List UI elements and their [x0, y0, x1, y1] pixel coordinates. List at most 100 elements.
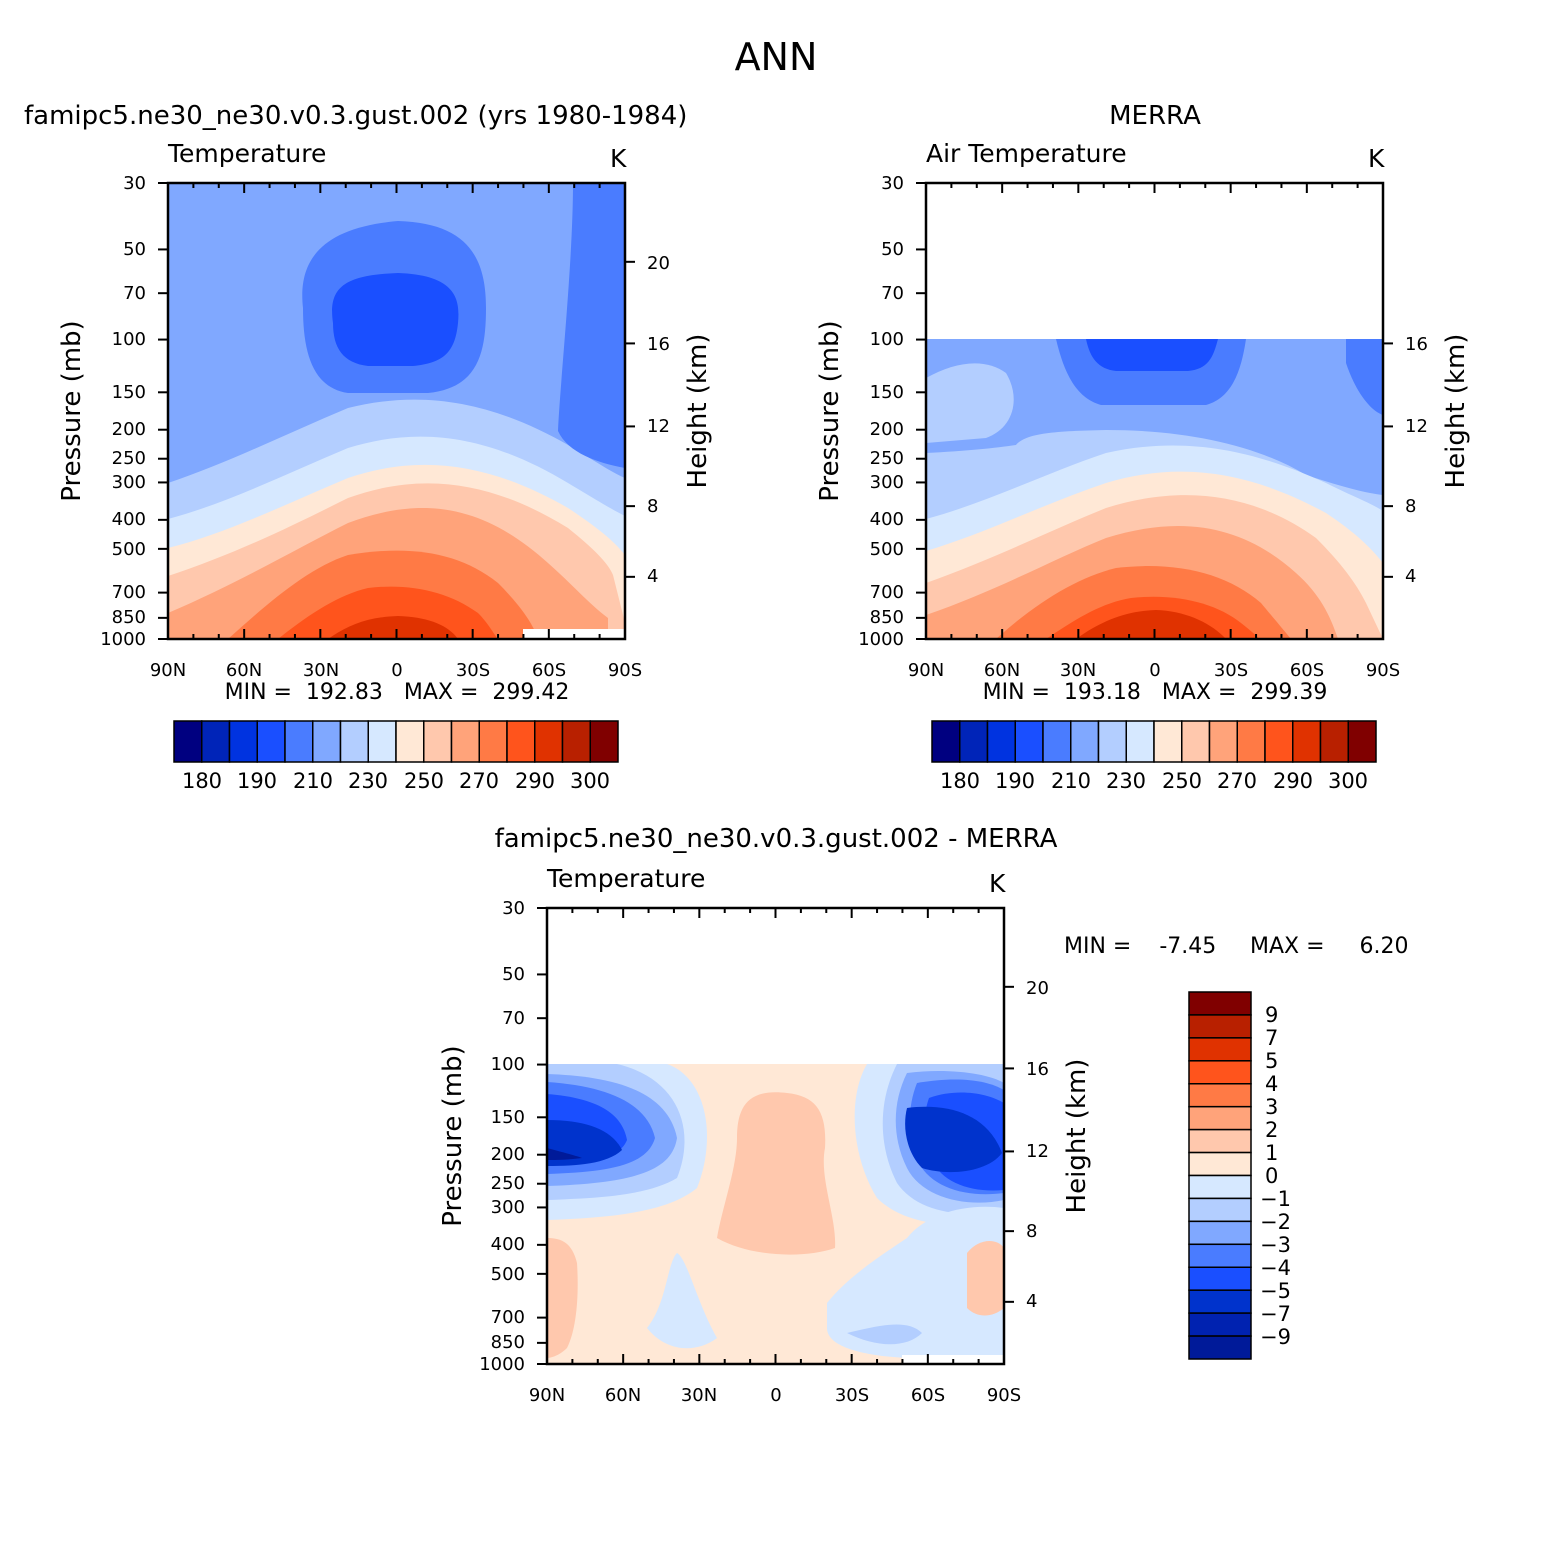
obs-ytick-right-label: 16: [1405, 334, 1428, 355]
diff-xtick-label: 60S: [911, 1385, 945, 1406]
obs-fill-300k: [1076, 610, 1226, 639]
model-fill-cold-core: [332, 273, 459, 366]
model-colorbar-label: 230: [348, 769, 388, 793]
diff-colorbar-label: −2: [1260, 1210, 1291, 1234]
obs-y-axis: 30 50 70 100 150 200 250 300 400 500 700…: [815, 173, 904, 650]
colorbar-swatch: [395, 720, 425, 763]
colorbar-swatch: [1188, 1105, 1252, 1131]
colorbar-swatch: [1347, 720, 1377, 763]
diff-colorbar-label: −3: [1260, 1233, 1291, 1257]
panel-0-tick-marks: [158, 182, 635, 640]
colorbar-swatch: [1188, 1266, 1252, 1291]
obs-ytick-label: 150: [870, 382, 904, 403]
colorbar-swatch: [1188, 1243, 1252, 1268]
model-colorbar-label: 210: [293, 769, 333, 793]
colorbar-swatch: [1014, 720, 1044, 763]
diff-xtick-label: 30S: [835, 1385, 869, 1406]
diff-ylabel: Pressure (mb): [438, 1045, 468, 1226]
obs-xtick-label: 30S: [1214, 660, 1248, 681]
colorbar-swatch: [1236, 720, 1266, 763]
diff-ytick-label: 70: [502, 1008, 525, 1029]
model-min-max: MIN = 192.83 MAX = 299.42: [225, 680, 570, 705]
figure-title: ANN: [735, 35, 818, 79]
diff-units-label: K: [989, 869, 1006, 898]
model-ytick-label: 850: [112, 607, 146, 628]
obs-colorbar-label: 190: [995, 769, 1035, 793]
obs-colorbar-label: 270: [1217, 769, 1257, 793]
obs-ytick-label: 70: [881, 283, 904, 304]
diff-ytick-label: 150: [491, 1107, 525, 1128]
model-x-axis: 90N 60N 30N 0 30S 60S 90S: [150, 660, 642, 681]
colorbar-swatch: [1188, 1335, 1252, 1360]
diff-colorbar-label: 5: [1265, 1049, 1278, 1073]
obs-colorbar-label: 180: [940, 769, 980, 793]
diff-y-axis: 30 50 70 100 150 200 250 300 400 500 700…: [438, 898, 525, 1375]
model-colorbar-labels: 180 190 210 230 250 270 290 300: [182, 769, 610, 793]
panel-1-tick-marks: [916, 182, 1393, 640]
colorbar-swatch: [506, 720, 536, 763]
model-ytick-right-label: 20: [647, 253, 670, 274]
diff-colorbar-label: 7: [1265, 1026, 1278, 1050]
model-ytick-label: 70: [123, 283, 146, 304]
model-colorbar: [173, 720, 619, 763]
obs-ytick-label: 50: [881, 239, 904, 260]
colorbar-swatch: [1188, 1151, 1252, 1177]
colorbar-swatch: [1070, 720, 1100, 763]
obs-ylabel: Pressure (mb): [815, 320, 845, 501]
obs-ytick-right-label: 12: [1405, 416, 1428, 437]
colorbar-swatch: [1042, 720, 1072, 763]
model-colorbar-label: 270: [459, 769, 499, 793]
colorbar-swatch: [1188, 1037, 1252, 1062]
diff-colorbar-label: 1: [1265, 1141, 1278, 1165]
model-colorbar-label: 190: [237, 769, 277, 793]
obs-units-label: K: [1368, 144, 1385, 173]
obs-ytick-label: 1000: [858, 629, 904, 650]
diff-ytick-label: 300: [491, 1197, 525, 1218]
model-y-axis: 30 50 70 100 150 200 250 300 400 500 700…: [57, 173, 146, 650]
colorbar-swatch: [534, 720, 564, 763]
obs-xtick-label: 0: [1149, 660, 1160, 681]
model-xtick-label: 30N: [303, 660, 339, 681]
diff-xtick-label: 60N: [605, 1385, 641, 1406]
obs-colorbar-labels: 180 190 210 230 250 270 290 300: [940, 769, 1368, 793]
diff-ytick-label: 850: [491, 1332, 525, 1353]
diff-colorbar-label: −4: [1260, 1256, 1291, 1280]
model-xtick-label: 30S: [456, 660, 490, 681]
diff-ytick-right-label: 20: [1026, 978, 1049, 999]
obs-x-axis: 90N 60N 30N 0 30S 60S 90S: [908, 660, 1400, 681]
diff-ytick-right-label: 4: [1026, 1291, 1037, 1312]
diff-colorbar-label: −7: [1260, 1302, 1291, 1326]
obs-fill-polar-high: [926, 363, 1014, 443]
diff-ytick-right-label: 16: [1026, 1059, 1049, 1080]
model-variable-label: Temperature: [167, 139, 326, 168]
colorbar-swatch: [1188, 1128, 1252, 1154]
diff-x-axis: 90N 60N 30N 0 30S 60S 90S: [529, 1385, 1021, 1406]
diff-colorbar-label: 0: [1265, 1164, 1278, 1188]
colorbar-swatch: [561, 720, 591, 763]
obs-xtick-label: 30N: [1060, 660, 1096, 681]
obs-panel: MERRA Air Temperature K 90N 60N 30N 0 3: [815, 101, 1471, 793]
model-ytick-label: 50: [123, 239, 146, 260]
obs-ylabel-right: Height (km): [1441, 334, 1471, 489]
obs-xtick-label: 60N: [984, 660, 1020, 681]
diff-xtick-label: 0: [770, 1385, 781, 1406]
model-fill-sh-pole-cold: [558, 183, 625, 468]
colorbar-swatch: [173, 720, 203, 763]
colorbar-swatch: [589, 720, 619, 763]
model-header: famipc5.ne30_ne30.v0.3.gust.002 (yrs 198…: [24, 101, 687, 131]
obs-variable-label: Air Temperature: [926, 139, 1127, 168]
colorbar-swatch: [423, 720, 453, 763]
obs-ytick-label: 500: [870, 539, 904, 560]
obs-colorbar-label: 210: [1051, 769, 1091, 793]
obs-xtick-label: 60S: [1290, 660, 1324, 681]
model-colorbar-label: 180: [182, 769, 222, 793]
colorbar-swatch: [367, 720, 397, 763]
diff-ytick-label: 500: [491, 1264, 525, 1285]
colorbar-swatch: [284, 720, 314, 763]
diff-fill-tropical-neg1: [647, 1253, 717, 1349]
diff-xtick-label: 90N: [529, 1385, 565, 1406]
colorbar-swatch: [1292, 720, 1322, 763]
model-xtick-label: 60S: [532, 660, 566, 681]
diff-ytick-label: 250: [491, 1173, 525, 1194]
obs-xtick-label: 90S: [1366, 660, 1400, 681]
